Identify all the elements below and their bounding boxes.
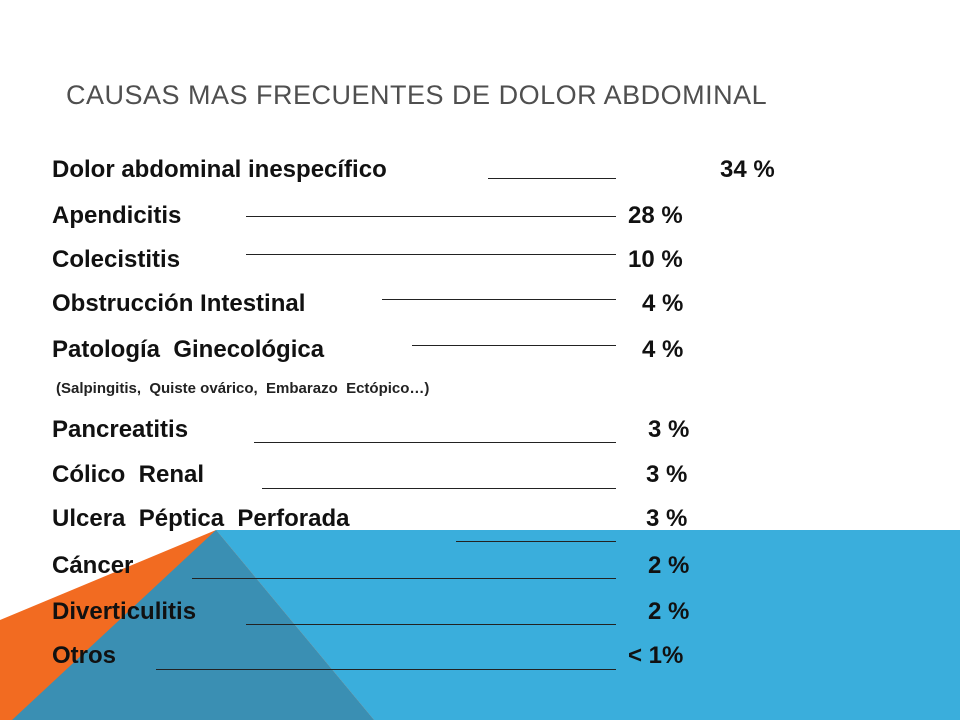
percentage-value: 3 % [646,505,688,532]
leader-line [246,216,616,217]
leader-line [246,624,616,625]
cause-label: Otros [52,642,117,669]
cause-label: Diverticulitis [52,598,197,625]
percentage-value: 2 % [648,598,690,625]
leader-line [412,345,616,346]
cause-label: Patología Ginecológica [52,336,325,363]
leader-line [254,442,616,443]
cause-label: Cólico Renal [52,461,205,488]
leader-line [488,178,616,179]
cause-label: Cáncer [52,552,134,579]
slide-title: CAUSAS MAS FRECUENTES DE DOLOR ABDOMINAL [66,80,768,110]
leader-line [456,541,616,542]
cause-label: Apendicitis [52,202,182,229]
percentage-value: 3 % [648,416,690,443]
list-item: Apendicitis 28 % [0,196,960,236]
list-item: Colecistitis 10 % [0,240,960,280]
leader-line [156,669,616,670]
cause-label: Dolor abdominal inespecífico [52,156,387,183]
cause-label: Pancreatitis [52,416,189,443]
percentage-value: 28 % [628,202,683,229]
percentage-value: 2 % [648,552,690,579]
gynecology-note: (Salpingitis, Quiste ovárico, Embarazo E… [56,380,430,397]
list-item: Dolor abdominal inespecífico 34 % [0,150,960,190]
leader-line [246,254,616,255]
list-item: Pancreatitis 3 % [0,410,960,450]
list-item: Ulcera Péptica Perforada 3 % [0,499,960,542]
leader-line [192,578,616,579]
percentage-value: 3 % [646,461,688,488]
list-item: Diverticulitis 2 % [0,592,960,632]
overlap-triangle [12,530,374,720]
percentage-value: 10 % [628,246,683,273]
blue-band [216,530,960,720]
cause-label: Colecistitis [52,246,181,273]
list-item: Otros < 1% [0,636,960,676]
percentage-value: 4 % [642,290,684,317]
list-item: Patología Ginecológica 4 % [0,330,960,370]
leader-line [262,488,616,489]
percentage-value: < 1% [628,642,684,669]
list-item: Cólico Renal 3 % [0,455,960,495]
cause-label: Ulcera Péptica Perforada [52,505,350,532]
cause-label: Obstrucción Intestinal [52,290,306,317]
leader-line [382,299,616,300]
list-item: Cáncer 2 % [0,546,960,586]
percentage-value: 4 % [642,336,684,363]
list-item: Obstrucción Intestinal 4 % [0,284,960,324]
percentage-value: 34 % [720,156,775,183]
